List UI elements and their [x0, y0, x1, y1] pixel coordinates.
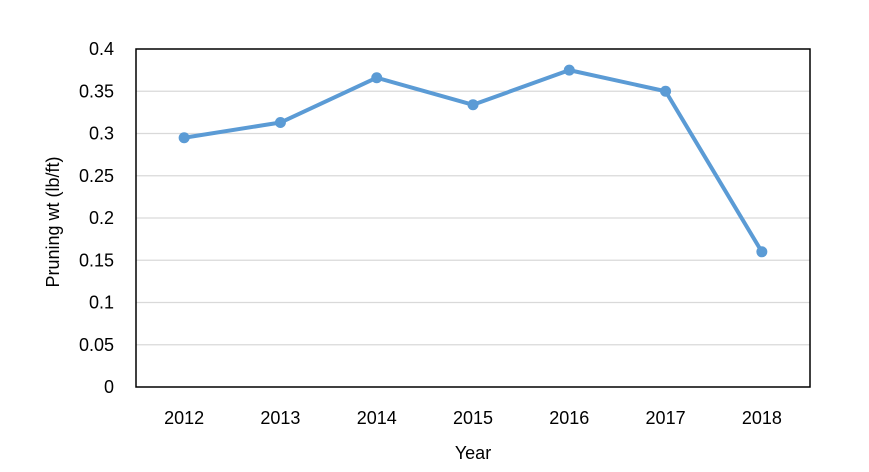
x-axis-tick-labels: 2012 2013 2014 2015 2016 2017 2018: [164, 408, 782, 428]
y-axis-title: Pruning wt (lb/ft): [43, 156, 63, 287]
y-tick-label: 0.05: [79, 335, 114, 355]
data-point: [563, 64, 575, 76]
data-point: [371, 72, 383, 84]
series-layer: [178, 64, 768, 258]
data-point: [660, 85, 672, 97]
data-point: [756, 246, 768, 258]
x-tick-label: 2017: [646, 408, 686, 428]
y-tick-label: 0.1: [89, 293, 114, 313]
series-line: [182, 68, 764, 254]
x-tick-label: 2013: [260, 408, 300, 428]
plot-area-border: [135, 48, 811, 388]
x-tick-label: 2016: [549, 408, 589, 428]
y-tick-label: 0.15: [79, 250, 114, 270]
data-point: [178, 132, 190, 144]
x-axis-title: Year: [455, 443, 491, 463]
y-tick-label: 0.2: [89, 208, 114, 228]
y-tick-label: 0.3: [89, 124, 114, 144]
y-axis-tick-labels: 0 0.05 0.1 0.15 0.2 0.25 0.3 0.35 0.4: [79, 39, 114, 397]
data-point: [274, 117, 286, 129]
x-tick-label: 2012: [164, 408, 204, 428]
data-point: [467, 99, 479, 111]
y-tick-label: 0.25: [79, 166, 114, 186]
x-tick-label: 2014: [357, 408, 397, 428]
x-tick-label: 2015: [453, 408, 493, 428]
x-tick-label: 2018: [742, 408, 782, 428]
gridlines: [136, 90, 810, 346]
y-tick-label: 0.4: [89, 39, 114, 59]
y-tick-label: 0.35: [79, 81, 114, 101]
y-tick-label: 0: [104, 377, 114, 397]
